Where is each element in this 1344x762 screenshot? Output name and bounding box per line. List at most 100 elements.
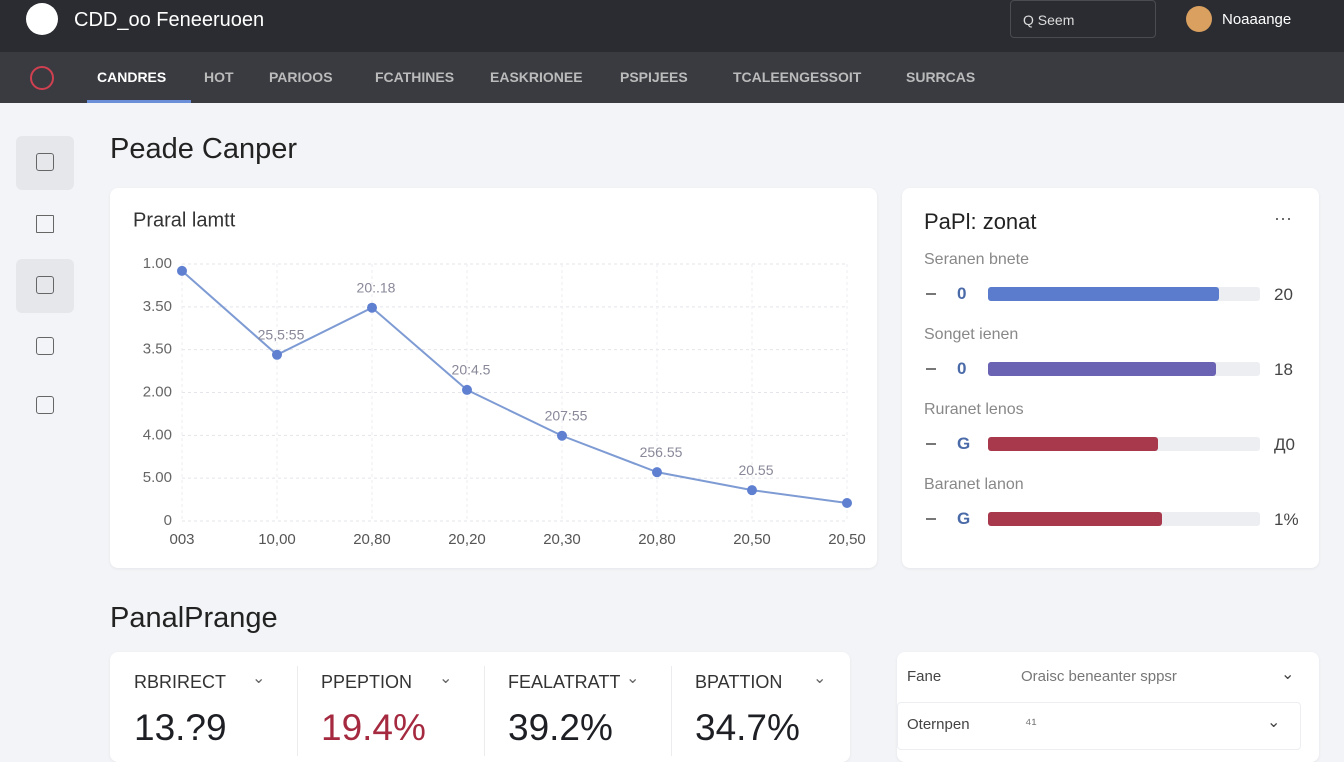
point bbox=[367, 302, 377, 313]
sidebar-icon[interactable] bbox=[36, 337, 54, 355]
chevron[interactable]: ⌄ bbox=[626, 670, 640, 687]
data-label: 256.55 bbox=[640, 444, 683, 460]
y-tick-label: 0 bbox=[164, 512, 172, 529]
row-dash bbox=[926, 293, 936, 295]
row-value: 20 bbox=[1274, 285, 1293, 304]
nav-item[interactable]: CANDRES bbox=[97, 69, 167, 85]
data-label: 25,5:55 bbox=[258, 327, 305, 343]
y-tick-label: 4.00 bbox=[143, 426, 172, 443]
user-name[interactable]: Noaaange bbox=[1222, 11, 1292, 28]
filter-label: Fane bbox=[907, 668, 942, 685]
x-tick-label: 20,50 bbox=[733, 531, 771, 548]
nav-item[interactable]: PSPIJEES bbox=[620, 69, 688, 85]
logo bbox=[26, 3, 58, 35]
bar bbox=[988, 287, 1220, 301]
row-marker: 0 bbox=[957, 359, 967, 378]
divider bbox=[484, 666, 485, 756]
y-tick-label: 3.50 bbox=[143, 341, 172, 358]
point bbox=[557, 430, 567, 441]
panel-card: PaPl: zonat ··· Seranen bnete 0 20 Songet i… bbox=[902, 188, 1319, 568]
data-label: 20:.18 bbox=[357, 279, 396, 295]
stat-label[interactable]: RBRIRECT bbox=[134, 672, 227, 692]
x-tick-label: 003 bbox=[169, 531, 194, 548]
row-marker: G bbox=[957, 434, 971, 453]
nav-item[interactable]: HOT bbox=[204, 69, 234, 85]
y-tick-label: 1.00 bbox=[143, 255, 172, 272]
search[interactable]: Q Seem bbox=[1010, 0, 1156, 38]
nav-item[interactable]: PARIOOS bbox=[269, 69, 333, 85]
row-dash bbox=[926, 518, 936, 520]
row-value: Д0 bbox=[1274, 435, 1295, 454]
row-value: 1% bbox=[1274, 510, 1299, 529]
page-title: Peade Canper bbox=[110, 133, 298, 165]
x-tick-label: 20,80 bbox=[353, 531, 391, 548]
row-dash bbox=[926, 368, 936, 370]
chevron[interactable]: ⌄ bbox=[813, 670, 827, 687]
panel-title: PaPl: zonat bbox=[924, 209, 1037, 234]
bar bbox=[988, 437, 1158, 451]
sidebar-icon[interactable] bbox=[36, 396, 54, 414]
stat-value: 39.2% bbox=[508, 707, 613, 748]
panel-menu[interactable]: ··· bbox=[1274, 208, 1292, 228]
nav-item[interactable]: FCATHINES bbox=[375, 69, 455, 85]
sidebar-button-bg bbox=[16, 136, 74, 190]
nav-item[interactable]: TCALEENGESSOIT bbox=[733, 69, 862, 85]
row-marker: G bbox=[957, 509, 971, 528]
stat-label[interactable]: FEALATRATT bbox=[508, 672, 621, 692]
chevron[interactable]: ⌄ bbox=[1281, 666, 1295, 683]
section-title: PanalPrange bbox=[110, 602, 278, 634]
nav-item[interactable]: EASKRIONEE bbox=[490, 69, 583, 85]
chart-title: Praral lamtt bbox=[133, 209, 236, 231]
row-value: 18 bbox=[1274, 360, 1293, 379]
app-title: CDD_oo Feneeruoen bbox=[74, 9, 265, 31]
filter-value[interactable]: Oraisc beneanter sppsr bbox=[1021, 668, 1177, 685]
row-dash bbox=[926, 443, 936, 445]
sidebar-icon[interactable] bbox=[36, 215, 54, 233]
x-tick-label: 20,50 bbox=[828, 531, 866, 548]
row-label: Seranen bnete bbox=[924, 251, 1029, 268]
point bbox=[177, 265, 187, 276]
top-bar: CDD_oo Feneeruoen Q Seem Noaaange bbox=[0, 0, 1344, 52]
divider bbox=[671, 666, 672, 756]
data-label: 207:55 bbox=[545, 407, 588, 423]
filter-value[interactable]: ⁴¹ bbox=[1025, 716, 1037, 733]
point bbox=[747, 485, 757, 496]
point bbox=[272, 349, 282, 360]
stat-label[interactable]: PPEPTION bbox=[321, 672, 413, 692]
row-label: Songet ienen bbox=[924, 326, 1019, 343]
y-tick-label: 2.00 bbox=[143, 383, 172, 400]
point bbox=[842, 498, 852, 509]
nav-icon bbox=[30, 66, 54, 90]
stat-label[interactable]: BPATTION bbox=[695, 672, 783, 692]
chevron[interactable]: ⌄ bbox=[439, 670, 453, 687]
stat-value: 34.7% bbox=[695, 707, 800, 748]
stat-value: 13.?9 bbox=[134, 707, 227, 748]
sidebar-icon[interactable] bbox=[36, 153, 54, 171]
row-label: Ruranet lenos bbox=[924, 401, 1024, 418]
point bbox=[652, 467, 662, 478]
chevron[interactable]: ⌄ bbox=[1267, 714, 1281, 731]
filter-card: Fane Oraisc beneanter sppsr ⌄ Oternpen ⁴¹ ⌄ bbox=[897, 652, 1319, 762]
line bbox=[181, 270, 848, 505]
point bbox=[462, 384, 472, 395]
sidebar-icon[interactable] bbox=[36, 276, 54, 294]
nav-bar: CANDRES HOT PARIOOS FCATHINES EASKRIONEE PSPI… bbox=[0, 52, 1344, 103]
data-label: 20:4.5 bbox=[452, 362, 491, 378]
avatar[interactable] bbox=[1186, 6, 1212, 32]
nav-active-underline bbox=[87, 100, 191, 103]
x-tick-label: 10,00 bbox=[258, 531, 296, 548]
stats-card: RBRIRECT ⌄ 13.?9 PPEPTION ⌄ 19.4% FEALATRATT ⌄ 3… bbox=[110, 652, 850, 762]
divider bbox=[297, 666, 298, 756]
sidebar-button-bg bbox=[16, 259, 74, 313]
chevron[interactable]: ⌄ bbox=[252, 670, 266, 687]
chart-card bbox=[110, 188, 877, 568]
y-tick-label: 3.50 bbox=[143, 298, 172, 315]
nav-item[interactable]: SURRCAS bbox=[906, 69, 976, 85]
x-tick-label: 20,20 bbox=[448, 531, 486, 548]
stat-value: 19.4% bbox=[321, 707, 426, 748]
row-label: Baranet lanon bbox=[924, 476, 1024, 493]
filter-label: Oternpen bbox=[907, 716, 970, 733]
bar bbox=[988, 362, 1217, 376]
